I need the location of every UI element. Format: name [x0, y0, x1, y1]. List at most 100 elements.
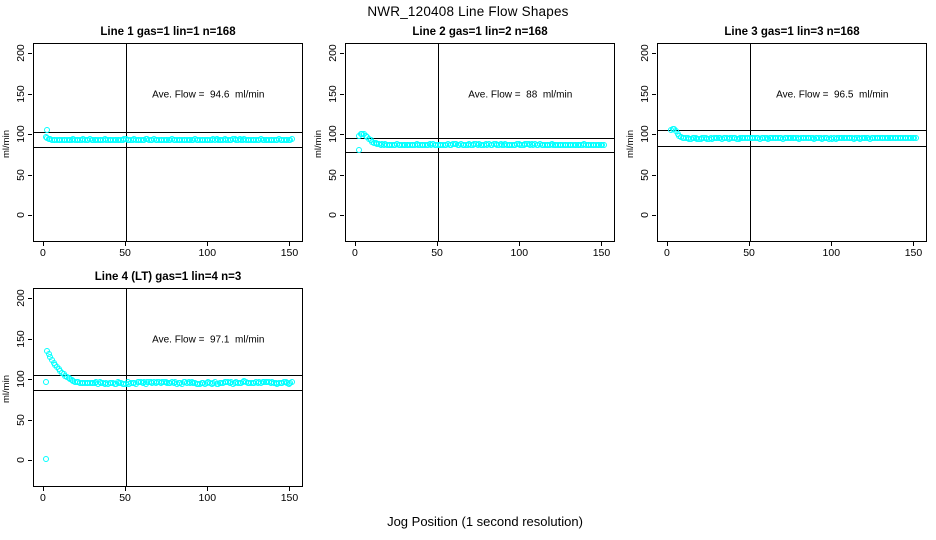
x-tick-label: 0: [39, 492, 46, 504]
x-tick-label: 100: [198, 247, 217, 259]
y-tick: [28, 419, 32, 421]
x-tick: [42, 242, 44, 246]
y-tick-label: 150: [15, 85, 27, 103]
y-tick: [28, 53, 32, 55]
subplot-line-4: Line 4 (LT) gas=1 lin=4 n=3 ml/min Ave. …: [0, 270, 312, 515]
y-tick-label: 100: [327, 125, 339, 143]
y-tick-label: 100: [15, 370, 27, 388]
subplot-title: Line 3 gas=1 lin=3 n=168: [724, 26, 860, 38]
y-tick: [340, 53, 344, 55]
x-tick: [749, 242, 751, 246]
flow-tolerance-line: [658, 145, 926, 147]
x-tick-label: 150: [904, 247, 923, 259]
y-tick: [340, 214, 344, 216]
y-tick-label: 0: [327, 212, 339, 218]
y-tick-label: 100: [15, 125, 27, 143]
x-tick-label: 50: [119, 247, 131, 259]
y-tick: [652, 53, 656, 55]
y-tick: [652, 174, 656, 176]
y-tick: [340, 93, 344, 95]
y-axis-label: ml/min: [1, 375, 12, 403]
x-tick: [601, 242, 603, 246]
data-point: [601, 141, 608, 148]
y-axis-label: ml/min: [625, 130, 636, 158]
y-axis-label: ml/min: [1, 130, 12, 158]
x-tick-label: 100: [198, 492, 217, 504]
x-tick: [289, 242, 291, 246]
y-tick-label: 200: [639, 44, 651, 63]
x-tick: [42, 487, 44, 491]
data-point: [42, 379, 49, 386]
y-tick-label: 50: [327, 168, 339, 181]
flow-tolerance-line: [34, 390, 302, 392]
x-tick-label: 100: [822, 247, 841, 259]
y-tick: [28, 379, 32, 381]
vertical-reference-line: [750, 44, 752, 241]
flow-tolerance-line: [34, 147, 302, 149]
subplot-line-1: Line 1 gas=1 lin=1 n=168 ml/min Ave. Flo…: [0, 25, 312, 270]
x-tick-label: 50: [743, 247, 755, 259]
flow-tolerance-line: [346, 152, 614, 154]
y-tick: [340, 134, 344, 136]
subplot-title: Line 1 gas=1 lin=1 n=168: [100, 26, 236, 38]
y-tick-label: 100: [639, 125, 651, 143]
y-tick-label: 150: [327, 85, 339, 103]
y-tick: [652, 93, 656, 95]
x-tick: [207, 487, 209, 491]
x-tick-label: 50: [431, 247, 443, 259]
data-point: [913, 134, 920, 141]
x-tick-label: 150: [280, 492, 299, 504]
ave-flow-annotation: Ave. Flow = 94.6 ml/min: [152, 89, 265, 101]
y-tick: [28, 338, 32, 340]
data-point: [44, 126, 51, 133]
y-tick: [28, 298, 32, 300]
x-tick: [666, 242, 668, 246]
y-tick: [28, 174, 32, 176]
ave-flow-annotation: Ave. Flow = 96.5 ml/min: [776, 89, 889, 101]
y-tick-label: 0: [15, 457, 27, 463]
y-tick-label: 0: [639, 212, 651, 218]
y-tick: [28, 459, 32, 461]
x-tick: [913, 242, 915, 246]
figure-main-title: NWR_120408 Line Flow Shapes: [367, 4, 569, 19]
y-tick-label: 150: [15, 330, 27, 348]
x-tick-label: 100: [510, 247, 529, 259]
x-tick: [125, 242, 127, 246]
y-tick-label: 150: [639, 85, 651, 103]
ave-flow-annotation: Ave. Flow = 97.1 ml/min: [152, 334, 265, 346]
x-tick-label: 50: [119, 492, 131, 504]
x-tick: [437, 242, 439, 246]
x-tick-label: 0: [663, 247, 670, 259]
x-tick: [289, 487, 291, 491]
x-tick: [354, 242, 356, 246]
x-tick: [207, 242, 209, 246]
plot-area: Ave. Flow = 97.1 ml/min: [33, 288, 303, 487]
flow-tolerance-line: [658, 130, 926, 132]
x-tick: [125, 487, 127, 491]
y-tick-label: 50: [639, 168, 651, 181]
x-tick-label: 150: [280, 247, 299, 259]
data-point: [356, 146, 363, 153]
plot-area: Ave. Flow = 94.6 ml/min: [33, 43, 303, 242]
y-tick-label: 50: [15, 413, 27, 426]
subplot-title: Line 2 gas=1 lin=2 n=168: [412, 26, 548, 38]
data-point: [289, 379, 296, 386]
flow-tolerance-line: [34, 131, 302, 133]
y-tick-label: 200: [15, 289, 27, 308]
flow-tolerance-line: [346, 137, 614, 139]
y-tick-label: 200: [15, 44, 27, 63]
x-tick: [519, 242, 521, 246]
y-tick: [652, 134, 656, 136]
x-tick: [831, 242, 833, 246]
y-tick-label: 200: [327, 44, 339, 63]
y-tick: [340, 174, 344, 176]
ave-flow-annotation: Ave. Flow = 88 ml/min: [468, 89, 573, 101]
plot-area: Ave. Flow = 96.5 ml/min: [657, 43, 927, 242]
x-tick-label: 150: [592, 247, 611, 259]
data-point: [42, 455, 49, 462]
y-tick: [28, 214, 32, 216]
data-point: [289, 136, 296, 143]
y-tick: [652, 214, 656, 216]
plot-area: Ave. Flow = 88 ml/min: [345, 43, 615, 242]
